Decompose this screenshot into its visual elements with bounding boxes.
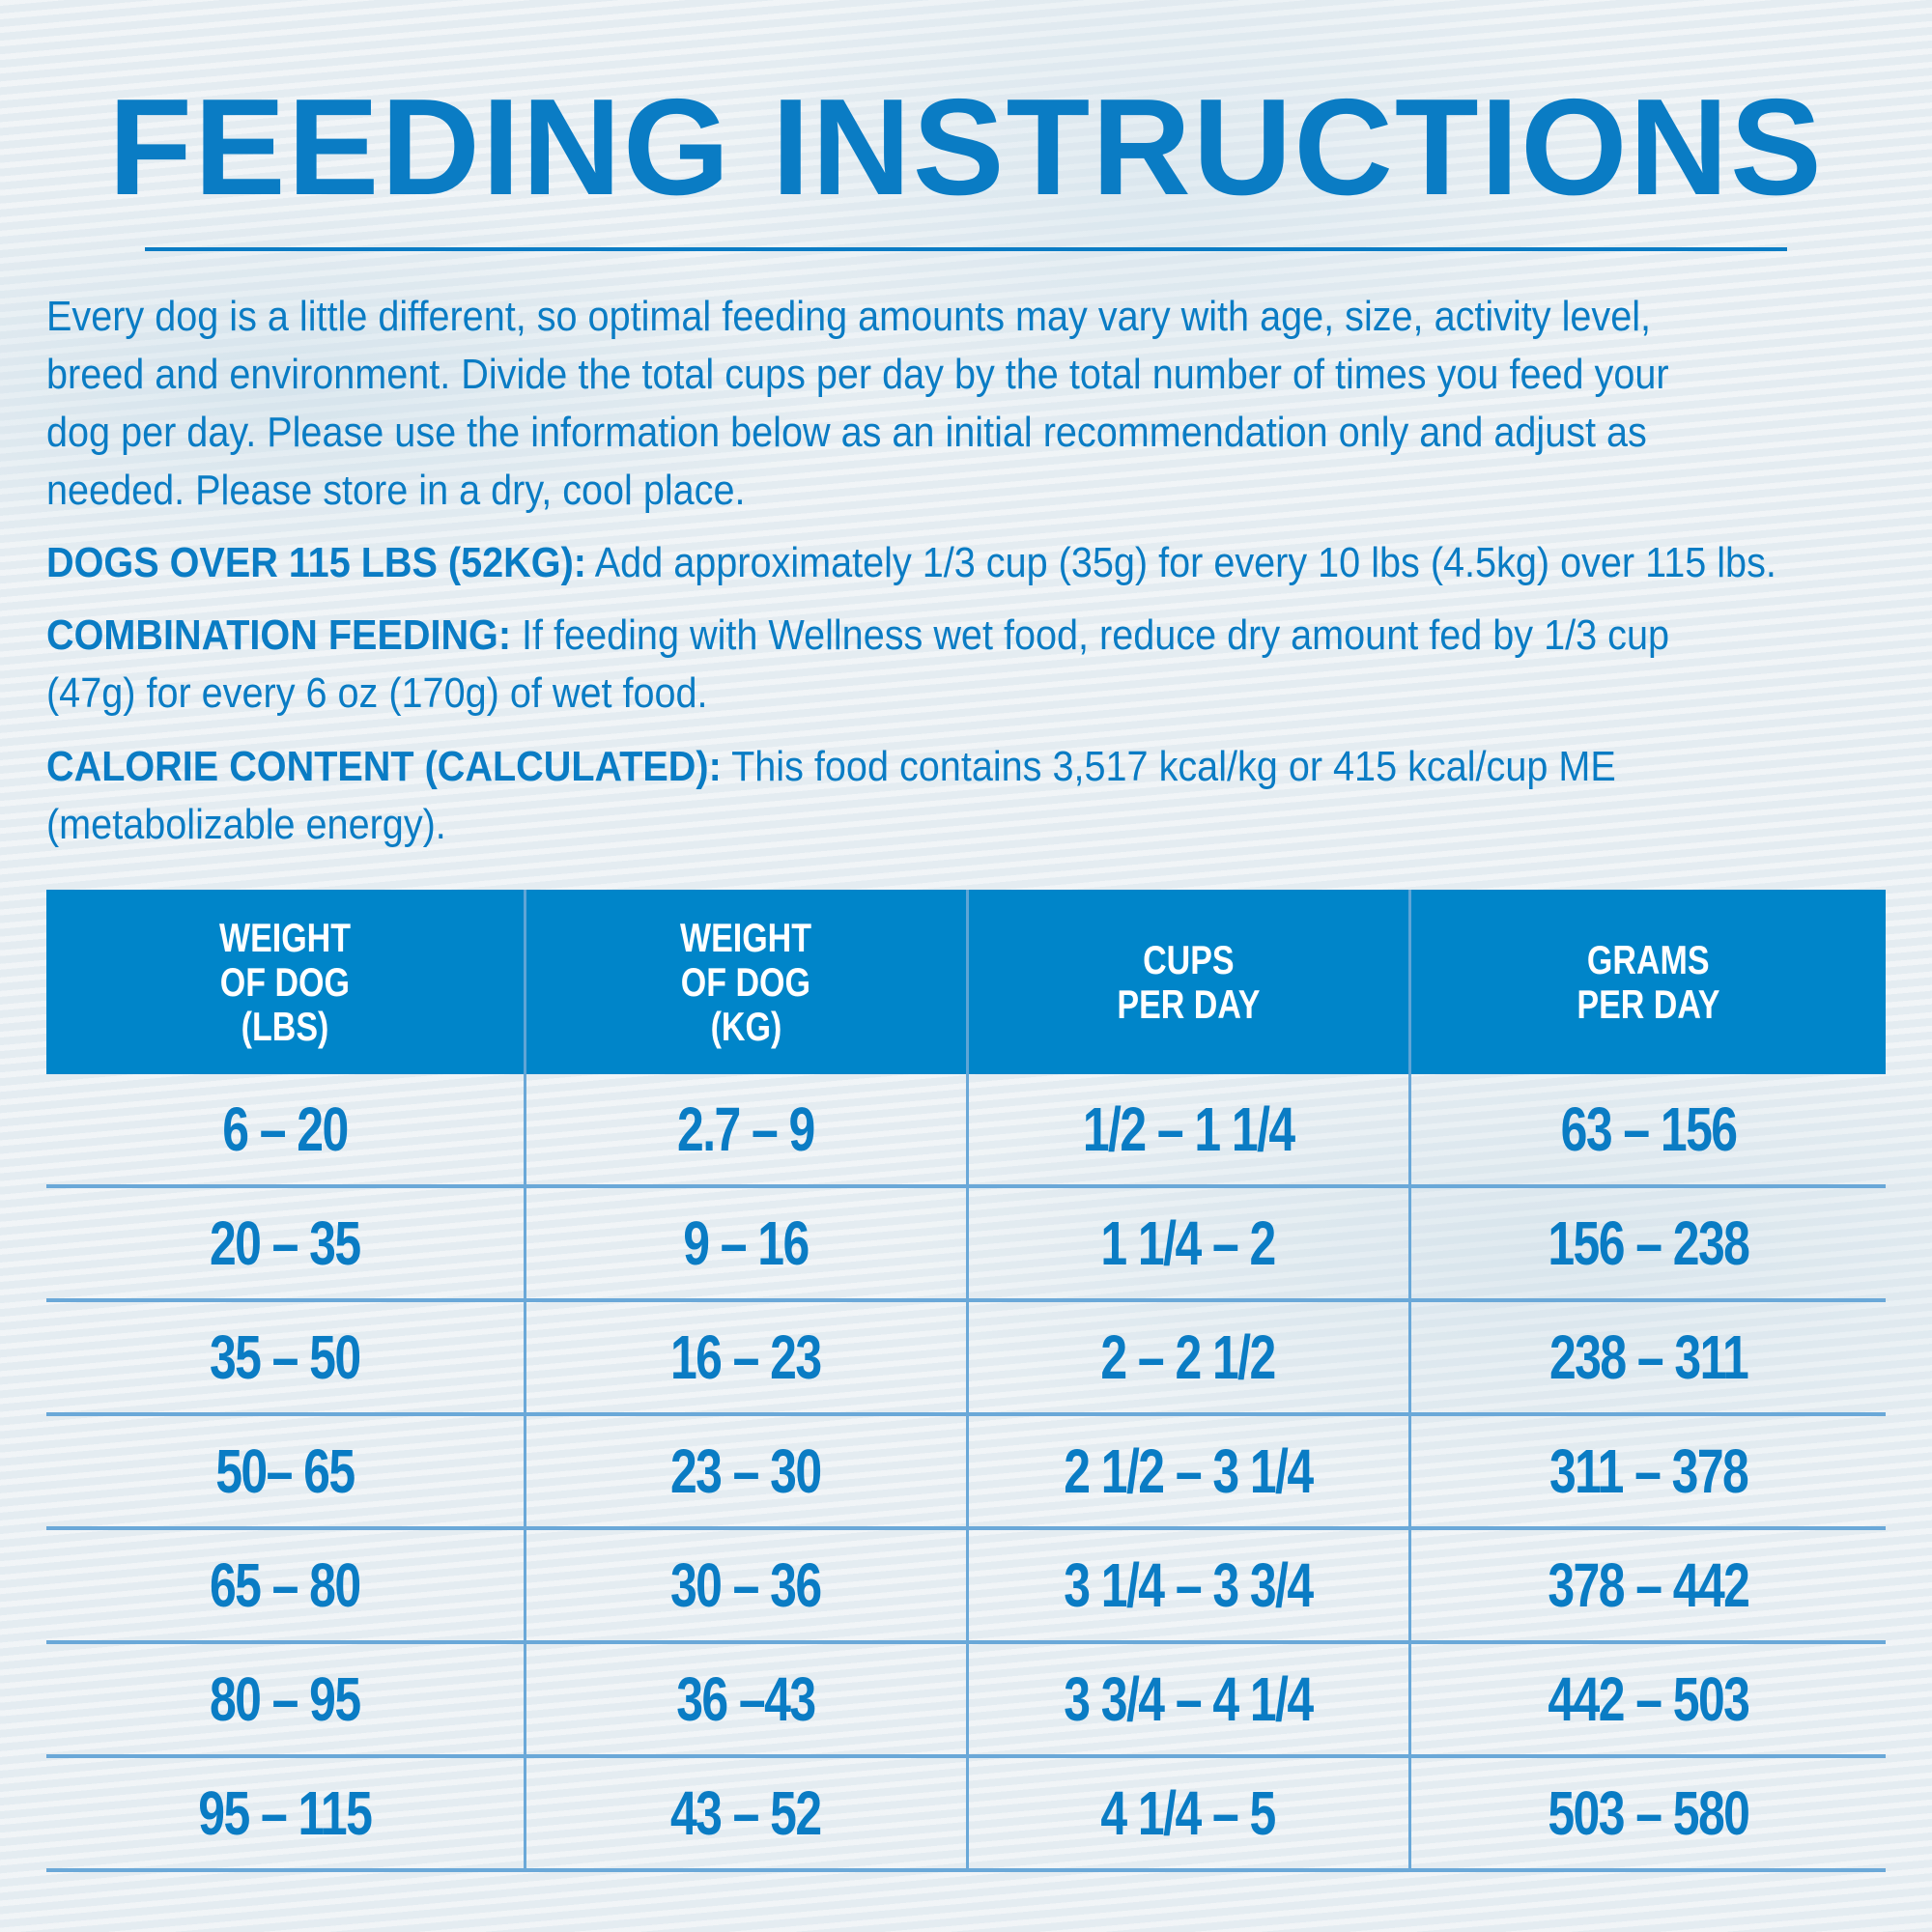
note-combination-cont: (47g) for every 6 oz (170g) of wet food. bbox=[46, 669, 708, 717]
cell-cups-per-day: 2 1/2 – 3 1/4 bbox=[965, 1414, 1409, 1530]
title-divider bbox=[145, 247, 1787, 251]
cell-grams-per-day: 442 – 503 bbox=[1407, 1642, 1886, 1758]
cell-weight-kg: 36 –43 bbox=[523, 1642, 967, 1758]
table-row: 20 – 35 9 – 16 1 1/4 – 2 156 – 238 bbox=[46, 1186, 1886, 1302]
table-row: 6 – 20 2.7 – 9 1/2 – 1 1/4 63 – 156 bbox=[46, 1074, 1886, 1188]
note-calorie-cont: (metabolizable energy). bbox=[46, 801, 446, 848]
cell-weight-kg: 16 – 23 bbox=[523, 1300, 967, 1416]
cell-cups-per-day: 3 3/4 – 4 1/4 bbox=[965, 1642, 1409, 1758]
note-label: CALORIE CONTENT (CALCULATED): bbox=[46, 743, 722, 790]
table-row: 35 – 50 16 – 23 2 – 2 1/2 238 – 311 bbox=[46, 1300, 1886, 1416]
cell-cups-per-day: 1 1/4 – 2 bbox=[965, 1186, 1409, 1302]
header-cups-per-day: CUPS PER DAY bbox=[965, 890, 1409, 1074]
note-text: If feeding with Wellness wet food, reduc… bbox=[511, 611, 1670, 659]
table-row: 65 – 80 30 – 36 3 1/4 – 3 3/4 378 – 442 bbox=[46, 1528, 1886, 1644]
cell-weight-kg: 43 – 52 bbox=[523, 1756, 967, 1872]
cell-weight-lbs: 95 – 115 bbox=[46, 1756, 525, 1872]
header-weight-lbs: WEIGHT OF DOG (LBS) bbox=[46, 890, 525, 1074]
intro-line: Every dog is a little different, so opti… bbox=[46, 293, 1652, 340]
note-combination: COMBINATION FEEDING: If feeding with Wel… bbox=[46, 611, 1669, 660]
cell-cups-per-day: 1/2 – 1 1/4 bbox=[965, 1074, 1409, 1188]
cell-grams-per-day: 63 – 156 bbox=[1407, 1074, 1886, 1188]
header-grams-per-day: GRAMS PER DAY bbox=[1407, 890, 1886, 1074]
page-title: FEEDING INSTRUCTIONS bbox=[108, 71, 1824, 224]
note-text: This food contains 3,517 kcal/kg or 415 … bbox=[721, 743, 1616, 790]
cell-weight-lbs: 6 – 20 bbox=[46, 1074, 525, 1188]
note-text: Add approximately 1/3 cup (35g) for ever… bbox=[585, 539, 1776, 586]
table-row: 50– 65 23 – 30 2 1/2 – 3 1/4 311 – 378 bbox=[46, 1414, 1886, 1530]
cell-cups-per-day: 4 1/4 – 5 bbox=[965, 1756, 1409, 1872]
note-calorie: CALORIE CONTENT (CALCULATED): This food … bbox=[46, 743, 1616, 791]
table-row: 95 – 115 43 – 52 4 1/4 – 5 503 – 580 bbox=[46, 1756, 1886, 1872]
note-over-115: DOGS OVER 115 LBS (52KG): Add approximat… bbox=[46, 539, 1776, 587]
intro-line: breed and environment. Divide the total … bbox=[46, 351, 1669, 398]
cell-grams-per-day: 311 – 378 bbox=[1407, 1414, 1886, 1530]
cell-weight-lbs: 20 – 35 bbox=[46, 1186, 525, 1302]
header-weight-kg: WEIGHT OF DOG (KG) bbox=[523, 890, 967, 1074]
table-row: 80 – 95 36 –43 3 3/4 – 4 1/4 442 – 503 bbox=[46, 1642, 1886, 1758]
feeding-table: WEIGHT OF DOG (LBS) WEIGHT OF DOG (KG) CUPS P… bbox=[46, 890, 1886, 1872]
table-header-row: WEIGHT OF DOG (LBS) WEIGHT OF DOG (KG) CUPS P… bbox=[46, 890, 1886, 1074]
cell-weight-kg: 23 – 30 bbox=[523, 1414, 967, 1530]
cell-weight-kg: 9 – 16 bbox=[523, 1186, 967, 1302]
intro-line: needed. Please store in a dry, cool plac… bbox=[46, 467, 746, 514]
intro-line: dog per day. Please use the information … bbox=[46, 409, 1647, 456]
cell-weight-lbs: 65 – 80 bbox=[46, 1528, 525, 1644]
cell-cups-per-day: 2 – 2 1/2 bbox=[965, 1300, 1409, 1416]
note-label: DOGS OVER 115 LBS (52KG): bbox=[46, 539, 586, 586]
cell-weight-lbs: 50– 65 bbox=[46, 1414, 525, 1530]
note-label: COMBINATION FEEDING: bbox=[46, 611, 512, 659]
cell-grams-per-day: 503 – 580 bbox=[1407, 1756, 1886, 1872]
cell-grams-per-day: 156 – 238 bbox=[1407, 1186, 1886, 1302]
cell-weight-kg: 30 – 36 bbox=[523, 1528, 967, 1644]
cell-grams-per-day: 238 – 311 bbox=[1407, 1300, 1886, 1416]
cell-weight-lbs: 80 – 95 bbox=[46, 1642, 525, 1758]
cell-weight-kg: 2.7 – 9 bbox=[523, 1074, 967, 1188]
cell-cups-per-day: 3 1/4 – 3 3/4 bbox=[965, 1528, 1409, 1644]
cell-weight-lbs: 35 – 50 bbox=[46, 1300, 525, 1416]
cell-grams-per-day: 378 – 442 bbox=[1407, 1528, 1886, 1644]
